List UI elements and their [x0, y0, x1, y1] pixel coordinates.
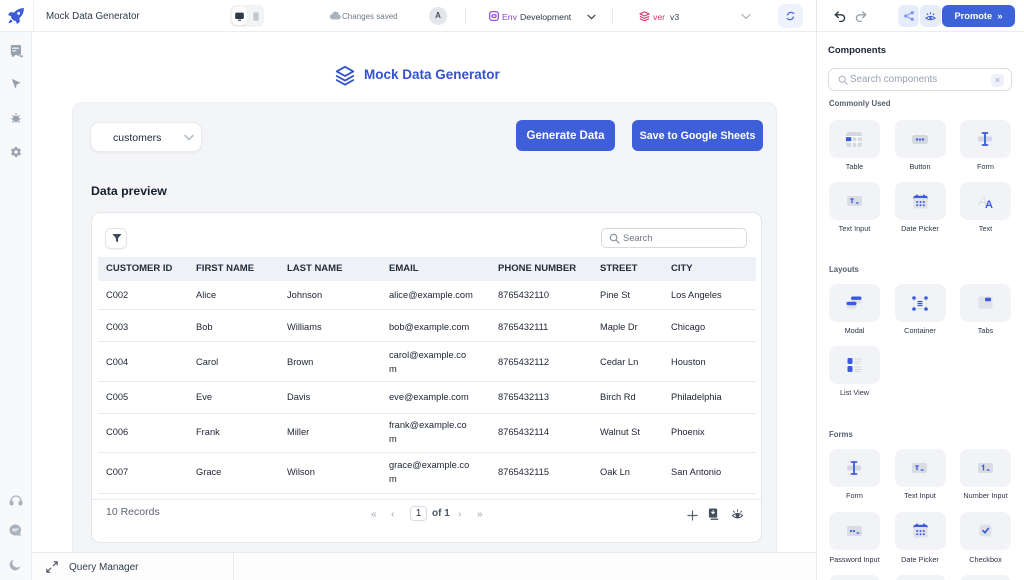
svg-text:A: A: [978, 193, 987, 209]
svg-text:A: A: [985, 199, 993, 209]
